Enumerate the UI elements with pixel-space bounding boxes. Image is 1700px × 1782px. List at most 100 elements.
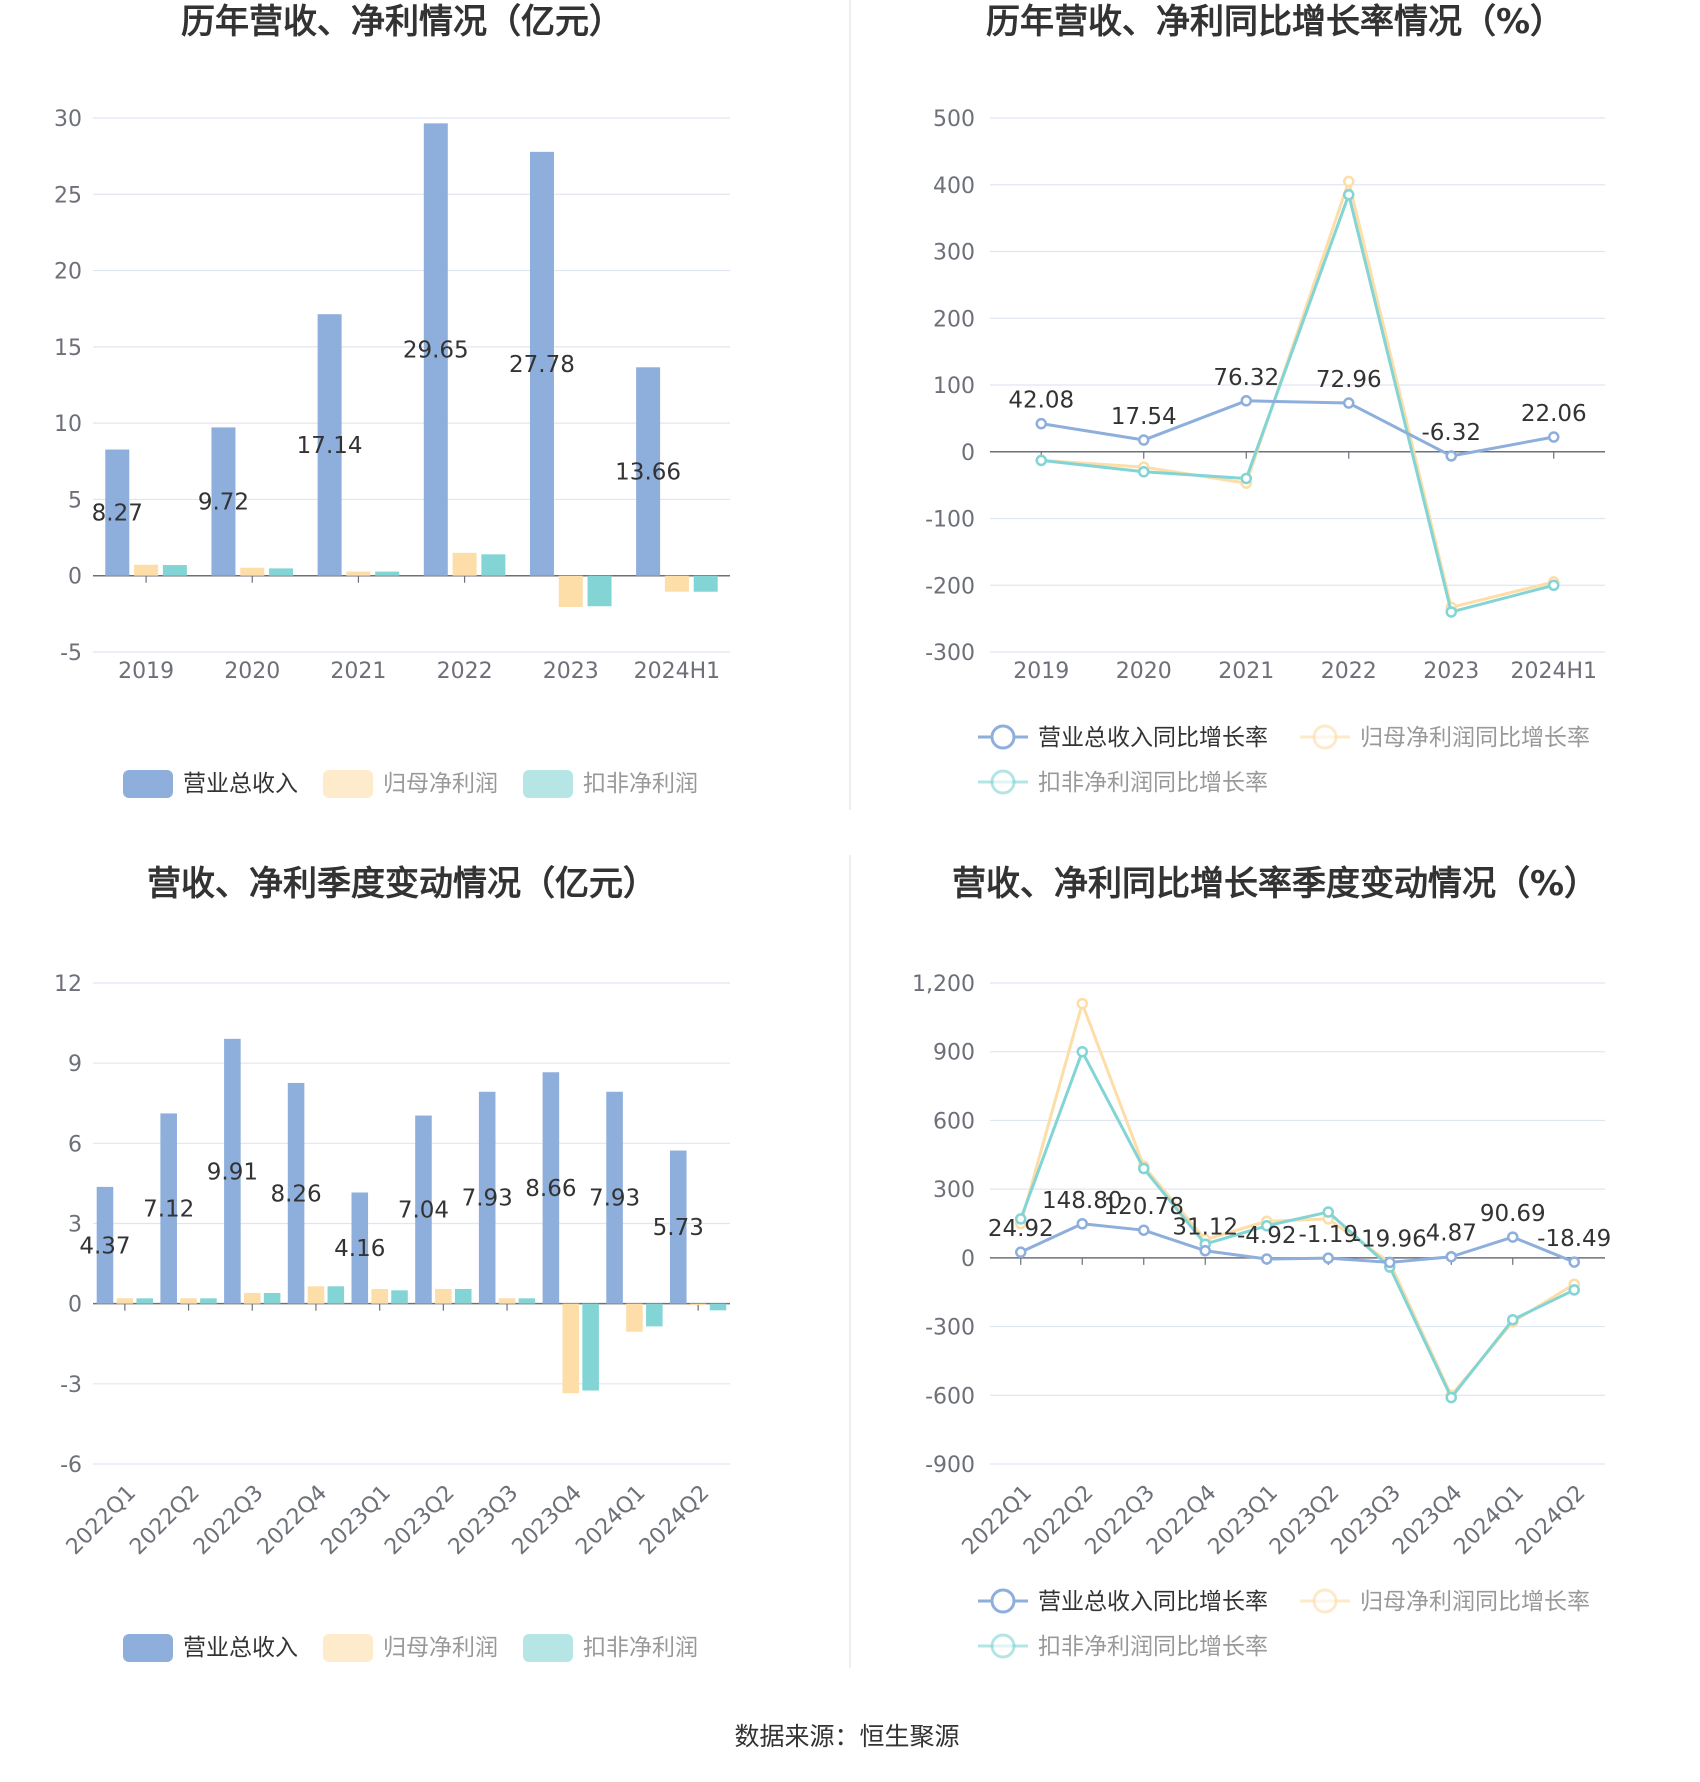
legend-item-营业总收入[interactable]: 营业总收入 xyxy=(123,1634,298,1662)
bar-扣非净利润 xyxy=(269,568,294,576)
data-point-扣非净利润同比增长率 xyxy=(1240,472,1252,485)
y-tick-label: 0 xyxy=(961,1247,975,1272)
y-tick-label: 0 xyxy=(961,441,975,466)
x-tick-label: 2023 xyxy=(1423,659,1479,684)
bar-扣非净利润 xyxy=(518,1298,536,1304)
data-point-扣非净利润同比增长率 xyxy=(1076,1045,1088,1058)
y-tick-label: 25 xyxy=(54,183,82,208)
data-point-营业总收入同比增长率 xyxy=(1568,1256,1580,1268)
bar-营业总收入 xyxy=(423,123,448,576)
y-tick-label: -300 xyxy=(925,641,975,666)
annual-growth-rate-chart: 500 400 300 200 100 0 -100 -200 -300 2019 2020 2021… xyxy=(925,107,1605,796)
data-point-营业总收入同比增长率 xyxy=(1138,1224,1150,1236)
bar-扣非净利润 xyxy=(375,571,400,576)
x-tick-label: 2019 xyxy=(1013,659,1069,684)
legend-item-扣非净利润同比增长率[interactable]: 扣非净利润同比增长率 xyxy=(978,769,1268,796)
bar-归母净利润 xyxy=(307,1286,325,1304)
bar-营业总收入 xyxy=(96,1186,114,1304)
data-label: 24.92 xyxy=(988,1216,1054,1242)
y-tick-label: -900 xyxy=(925,1453,975,1478)
legend-swatch xyxy=(523,1634,573,1662)
data-label: 120.78 xyxy=(1104,1194,1184,1220)
data-point-营业总收入同比增长率 xyxy=(1035,417,1047,430)
legend-swatch xyxy=(323,1634,373,1662)
bar-营业总收入 xyxy=(160,1113,177,1304)
y-tick-label: 0 xyxy=(68,1293,82,1318)
bar-营业总收入 xyxy=(317,314,342,576)
bar-营业总收入 xyxy=(211,427,236,576)
y-tick-label: 300 xyxy=(933,241,975,266)
x-tick-label: 2022 xyxy=(1321,659,1377,684)
bar-归母净利润 xyxy=(240,567,265,576)
bar-扣非净利润 xyxy=(709,1303,727,1311)
bar-营业总收入 xyxy=(105,449,130,576)
data-label: 7.04 xyxy=(398,1198,449,1224)
legend-item-归母净利润[interactable]: 归母净利润 xyxy=(323,1634,498,1662)
quarterly-revenue-profit-chart: 12 9 6 3 0 -3 -6 2022Q12022Q22022Q32022Q42023Q1… xyxy=(54,972,730,1662)
data-label: 27.78 xyxy=(509,352,575,378)
x-tick-label: 2024Q1 xyxy=(571,1481,650,1560)
data-point-扣非净利润同比增长率 xyxy=(1343,189,1355,201)
legend-item-归母净利润同比增长率[interactable]: 归母净利润同比增长率 xyxy=(1300,1588,1590,1615)
data-label: 31.12 xyxy=(1172,1215,1238,1241)
y-tick-label: 5 xyxy=(68,488,82,513)
bar-扣非净利润 xyxy=(200,1298,217,1304)
data-label: 7.93 xyxy=(589,1186,640,1212)
x-tick-label: 2024Q2 xyxy=(635,1481,714,1560)
y-tick-label: 20 xyxy=(54,260,82,285)
data-label: 9.91 xyxy=(207,1159,258,1185)
data-point-扣非净利润同比增长率 xyxy=(1138,1162,1150,1175)
data-label: 8.26 xyxy=(270,1181,321,1207)
y-tick-label: 30 xyxy=(54,107,82,132)
bar-扣非净利润 xyxy=(587,575,612,607)
data-point-归母净利润同比增长率 xyxy=(1343,175,1355,188)
bar-扣非净利润 xyxy=(162,565,187,576)
legend-item-归母净利润[interactable]: 归母净利润 xyxy=(323,770,498,798)
legend-item-营业总收入同比增长率[interactable]: 营业总收入同比增长率 xyxy=(978,1588,1268,1615)
data-point-扣非净利润同比增长率 xyxy=(1035,454,1047,467)
legend-item-扣非净利润[interactable]: 扣非净利润 xyxy=(523,1634,698,1662)
bar-扣非净利润 xyxy=(582,1303,599,1391)
legend-label: 营业总收入同比增长率 xyxy=(1038,725,1268,751)
x-tick-label: 2022Q2 xyxy=(125,1481,204,1560)
y-tick-label: 9 xyxy=(68,1052,82,1077)
data-point-营业总收入同比增长率 xyxy=(1445,450,1457,462)
legend-label: 扣非净利润同比增长率 xyxy=(1038,1634,1268,1660)
legend-label: 归母净利润 xyxy=(383,1635,498,1661)
bar-归母净利润 xyxy=(498,1298,516,1304)
y-tick-label: 15 xyxy=(54,336,82,361)
bar-扣非净利润 xyxy=(263,1292,281,1304)
data-label: 7.12 xyxy=(143,1197,194,1223)
legend-label: 扣非净利润 xyxy=(583,1635,698,1661)
bar-归母净利润 xyxy=(664,575,689,592)
data-point-营业总收入同比增长率 xyxy=(1322,1252,1334,1264)
y-tick-label: -300 xyxy=(925,1316,975,1341)
bar-归母净利润 xyxy=(180,1298,197,1304)
data-point-营业总收入同比增长率 xyxy=(1548,431,1560,443)
legend-item-扣非净利润同比增长率[interactable]: 扣非净利润同比增长率 xyxy=(978,1633,1268,1660)
data-label: 8.66 xyxy=(525,1176,576,1202)
legend-item-营业总收入同比增长率[interactable]: 营业总收入同比增长率 xyxy=(978,724,1268,751)
y-tick-label: -3 xyxy=(60,1373,82,1398)
legend-swatch-marker xyxy=(990,724,1016,750)
data-label: 17.54 xyxy=(1111,404,1177,430)
series-line-扣非净利润同比增长率 xyxy=(1041,193,1555,614)
bar-归母净利润 xyxy=(243,1292,261,1304)
legend-item-归母净利润同比增长率[interactable]: 归母净利润同比增长率 xyxy=(1300,724,1590,751)
chart-title-quarterly-growth-rate: 营收、净利同比增长率季度变动情况（%） xyxy=(952,864,1598,904)
data-point-营业总收入同比增长率 xyxy=(1445,1250,1457,1263)
legend-item-营业总收入[interactable]: 营业总收入 xyxy=(123,770,298,798)
x-tick-label: 2023 xyxy=(543,659,599,684)
bar-归母净利润 xyxy=(626,1303,643,1332)
series-line-扣非净利润同比增长率 xyxy=(1019,1050,1575,1400)
data-point-扣非净利润同比增长率 xyxy=(1568,1284,1580,1296)
quarterly-growth-rate-chart: 1,2009006003000-300-600-9002022Q12022Q22… xyxy=(912,972,1611,1660)
legend-label: 扣非净利润同比增长率 xyxy=(1038,770,1268,796)
data-label: 29.65 xyxy=(403,338,469,364)
legend-label: 归母净利润 xyxy=(383,771,498,797)
legend-item-扣非净利润[interactable]: 扣非净利润 xyxy=(523,770,698,798)
data-point-扣非净利润同比增长率 xyxy=(1015,1213,1027,1225)
bar-营业总收入 xyxy=(351,1192,369,1304)
x-tick-label: 2024H1 xyxy=(634,659,721,684)
